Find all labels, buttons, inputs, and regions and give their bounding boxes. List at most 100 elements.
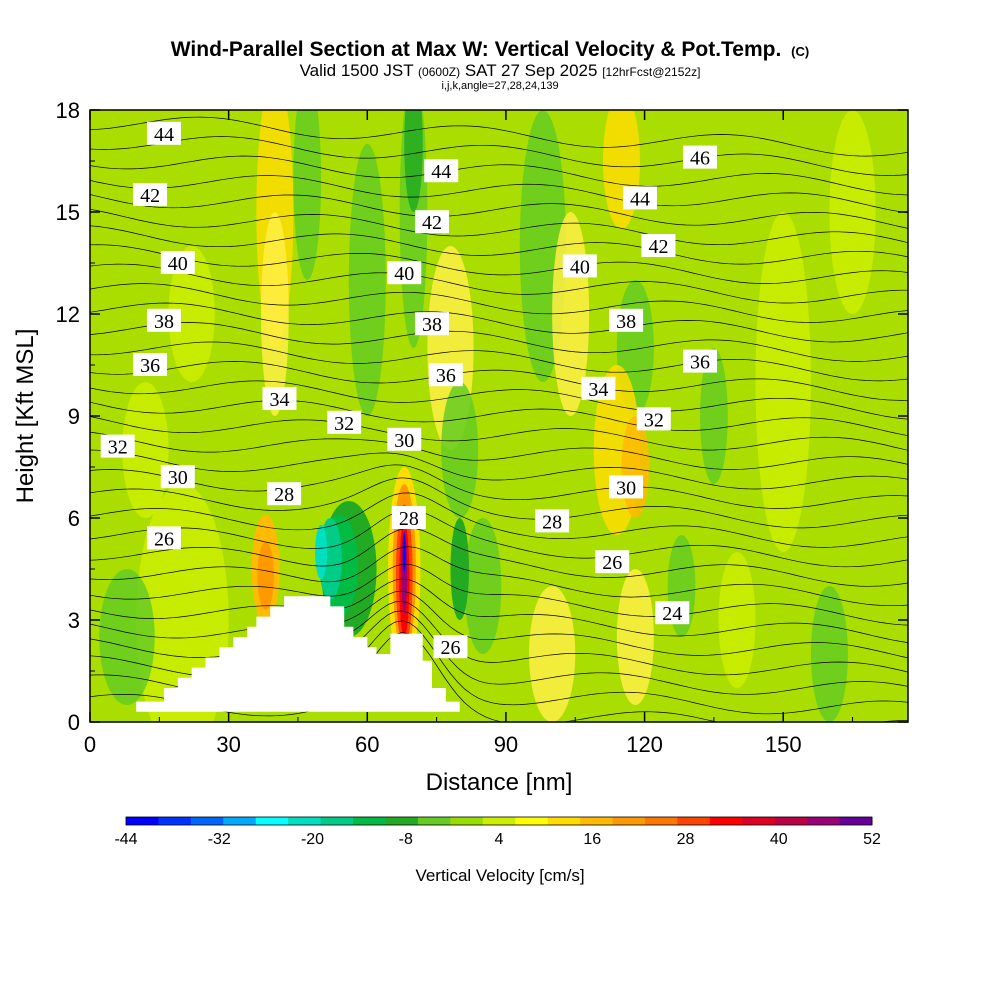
contour-label-text: 32 (644, 409, 664, 431)
colorbar-swatch (385, 817, 419, 825)
theta-contour-line (90, 155, 908, 196)
contour-label: 42 (133, 183, 168, 207)
field-blob (829, 110, 876, 314)
colorbar-swatch (417, 817, 451, 825)
colorbar-swatch (450, 817, 484, 825)
colorbar-swatch (482, 817, 516, 825)
contour-label: 40 (562, 254, 597, 278)
contour-label-text: 28 (274, 484, 294, 506)
theta-contour-line (90, 492, 908, 548)
contour-label-text: 26 (602, 552, 622, 574)
contour-label-text: 42 (140, 185, 160, 207)
contour-label-text: 30 (616, 477, 636, 499)
y-tick-label: 0 (68, 710, 80, 735)
contour-label: 40 (160, 251, 195, 275)
contour-label-text: 38 (154, 311, 174, 333)
contour-label-box (655, 601, 690, 625)
theta-contour-line (90, 283, 908, 323)
field-core (315, 524, 328, 580)
theta-contour-line (90, 380, 908, 420)
colorbar-swatch (580, 817, 614, 825)
contour-label: 38 (414, 312, 449, 336)
field-blob (348, 144, 386, 416)
contour-label-text: 44 (431, 161, 451, 183)
field-blob (122, 382, 169, 518)
contour-label: 38 (609, 308, 644, 333)
contour-label-box (609, 308, 644, 332)
y-tick-label: 18 (56, 98, 80, 123)
field-core (450, 518, 469, 620)
colorbar-swatch (158, 817, 192, 825)
contour-label: 34 (581, 376, 616, 401)
contour-label-box (133, 183, 168, 206)
contour-label: 24 (655, 601, 690, 625)
colorbar-tick-label: -44 (114, 831, 137, 848)
contour-label-text: 26 (440, 637, 460, 659)
theta-contour-line (90, 302, 908, 343)
contour-label-box (146, 308, 181, 332)
contour-label: 36 (428, 363, 463, 387)
colorbar-tick-label: 40 (770, 831, 788, 848)
contour-label: 38 (146, 308, 181, 333)
y-tick-label: 15 (56, 200, 80, 225)
contour-label: 28 (535, 509, 570, 533)
theta-contour-line (90, 477, 908, 529)
colorbar-swatch (223, 817, 257, 825)
theta-contour-line (90, 116, 908, 157)
field-blob (464, 518, 502, 654)
contour-label-box (414, 210, 449, 234)
colorbar-tick-label: 52 (863, 831, 881, 848)
contour-label-text: 36 (436, 365, 456, 387)
contour-label: 32 (100, 434, 135, 459)
contour-label: 30 (387, 427, 422, 452)
x-tick-label: 120 (626, 732, 663, 757)
colorbar-swatch (839, 817, 873, 825)
velocity-blobs (99, 110, 876, 722)
contour-label-box (146, 121, 181, 145)
chart-title-main: Wind-Parallel Section at Max W: Vertical… (171, 38, 782, 61)
contour-label: 34 (262, 387, 297, 411)
contour-label-box (581, 376, 616, 400)
theta-contour-line (90, 563, 908, 626)
colorbar-tick-label: -8 (399, 831, 413, 848)
contour-label: 42 (641, 234, 676, 258)
theta-contour-line (90, 400, 908, 437)
contour-label-text: 40 (168, 253, 188, 275)
contour-label: 46 (683, 145, 718, 170)
theta-contour-line (90, 431, 908, 470)
theta-contour-line (90, 361, 908, 401)
contour-label-box (146, 526, 181, 550)
contour-label-text: 32 (334, 413, 354, 435)
x-axis-label: Distance [nm] (426, 769, 573, 796)
colorbar-swatch (742, 817, 776, 825)
field-blob (441, 382, 479, 518)
contour-label: 36 (683, 349, 718, 374)
contour-label-box (424, 159, 459, 183)
colorbar-swatch (255, 817, 289, 825)
field-blob (529, 586, 576, 722)
contour-label-text: 46 (690, 148, 710, 170)
field-blob (168, 246, 215, 382)
field-blob (404, 110, 423, 212)
contour-label-box (100, 434, 135, 458)
contour-label-text: 40 (394, 263, 414, 285)
contour-label-box (160, 251, 195, 274)
contour-label: 32 (327, 410, 362, 435)
subtitle-grid: i,j,k,angle=27,28,24,139 (441, 80, 558, 92)
subtitle-date: SAT 27 Sep 2025 (465, 61, 598, 80)
colorbar-label: Vertical Velocity [cm/s] (415, 866, 584, 885)
contour-label-box (535, 509, 570, 533)
contour-labels: 44 42 40 38 36 32 30 26 34 32 28 30 28 44 42 40 38 36 40 34… (100, 121, 718, 659)
contour-label: 44 (622, 186, 657, 210)
contour-label: 26 (595, 550, 630, 574)
field-blob (755, 212, 811, 552)
contour-label-text: 38 (616, 311, 636, 333)
colorbar-swatch (515, 817, 549, 825)
theta-contour-line (90, 416, 908, 451)
contour-label-box (262, 387, 297, 410)
x-tick-label: 60 (355, 732, 379, 757)
contour-label-box (683, 145, 718, 169)
colorbar-tick-label: 28 (677, 831, 695, 848)
colorbar-swatch (774, 817, 808, 825)
